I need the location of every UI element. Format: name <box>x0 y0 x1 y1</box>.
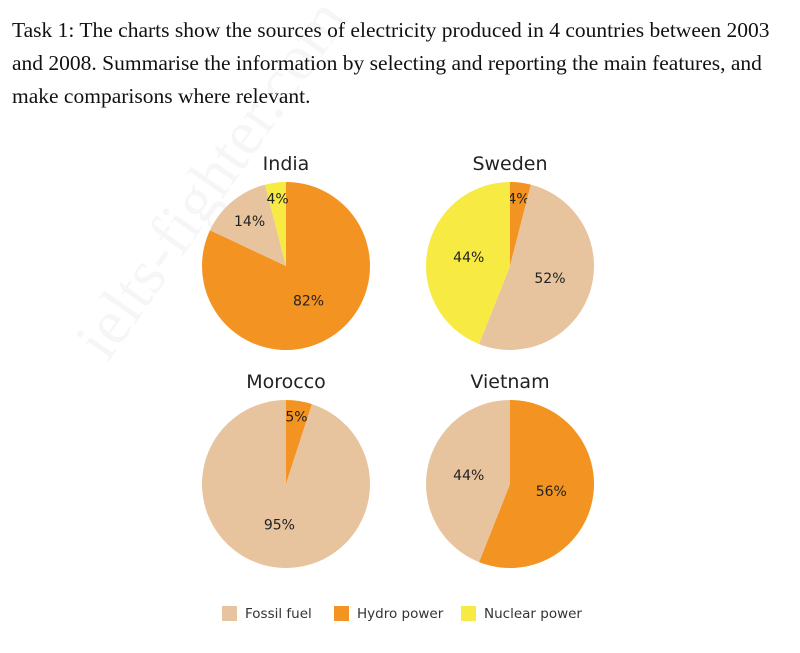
pie-slice-nuclear-power <box>426 182 510 345</box>
pie-slice-label: 4% <box>507 191 529 207</box>
legend-swatch <box>334 606 349 621</box>
pie-slice-label: 14% <box>234 214 265 230</box>
pie-vietnam: Vietnam 56% 44% <box>426 371 595 568</box>
pie-slice-label: 5% <box>285 410 307 426</box>
legend-label: Hydro power <box>357 606 444 622</box>
pie-slice-label: 52% <box>534 271 565 287</box>
pie-title: Vietnam <box>470 371 549 393</box>
pie-slice-fossil-fuel <box>479 184 594 350</box>
legend-label: Nuclear power <box>484 606 582 622</box>
pie-slice-label: 82% <box>293 293 324 309</box>
legend-swatch <box>222 606 237 621</box>
legend-item: Hydro power <box>334 606 444 622</box>
pie-title: Sweden <box>472 153 547 175</box>
pie-slice-label: 44% <box>453 468 484 484</box>
pie-title: India <box>263 153 310 175</box>
pie-slice-label: 56% <box>536 484 567 500</box>
pie-slice-hydro-power <box>479 400 595 568</box>
pie-sweden: Sweden 4% 52% 44% <box>426 153 594 350</box>
legend: Fossil fuel Hydro power Nuclear power <box>222 606 582 622</box>
pie-slice-label: 4% <box>266 191 288 207</box>
pie-slice-hydro-power <box>286 400 312 484</box>
pie-title: Morocco <box>246 371 326 393</box>
pie-slice-label: 44% <box>453 250 484 266</box>
pie-slice-nuclear-power <box>265 182 286 266</box>
pie-slice-hydro-power <box>201 182 370 351</box>
pie-morocco: Morocco 5% 95% <box>201 371 370 569</box>
pie-india: India 82% 14%4% <box>201 153 370 351</box>
legend-item: Nuclear power <box>461 606 582 622</box>
legend-label: Fossil fuel <box>245 606 312 622</box>
legend-swatch <box>461 606 476 621</box>
pie-slice-fossil-fuel <box>201 400 370 569</box>
legend-item: Fossil fuel <box>222 606 312 622</box>
pie-slice-fossil-fuel <box>426 400 510 563</box>
pie-slice-fossil-fuel <box>209 184 286 266</box>
task-prompt: Task 1: The charts show the sources of e… <box>12 18 770 108</box>
pie-slice-hydro-power <box>510 182 531 266</box>
pie-slice-label: 95% <box>264 517 295 533</box>
